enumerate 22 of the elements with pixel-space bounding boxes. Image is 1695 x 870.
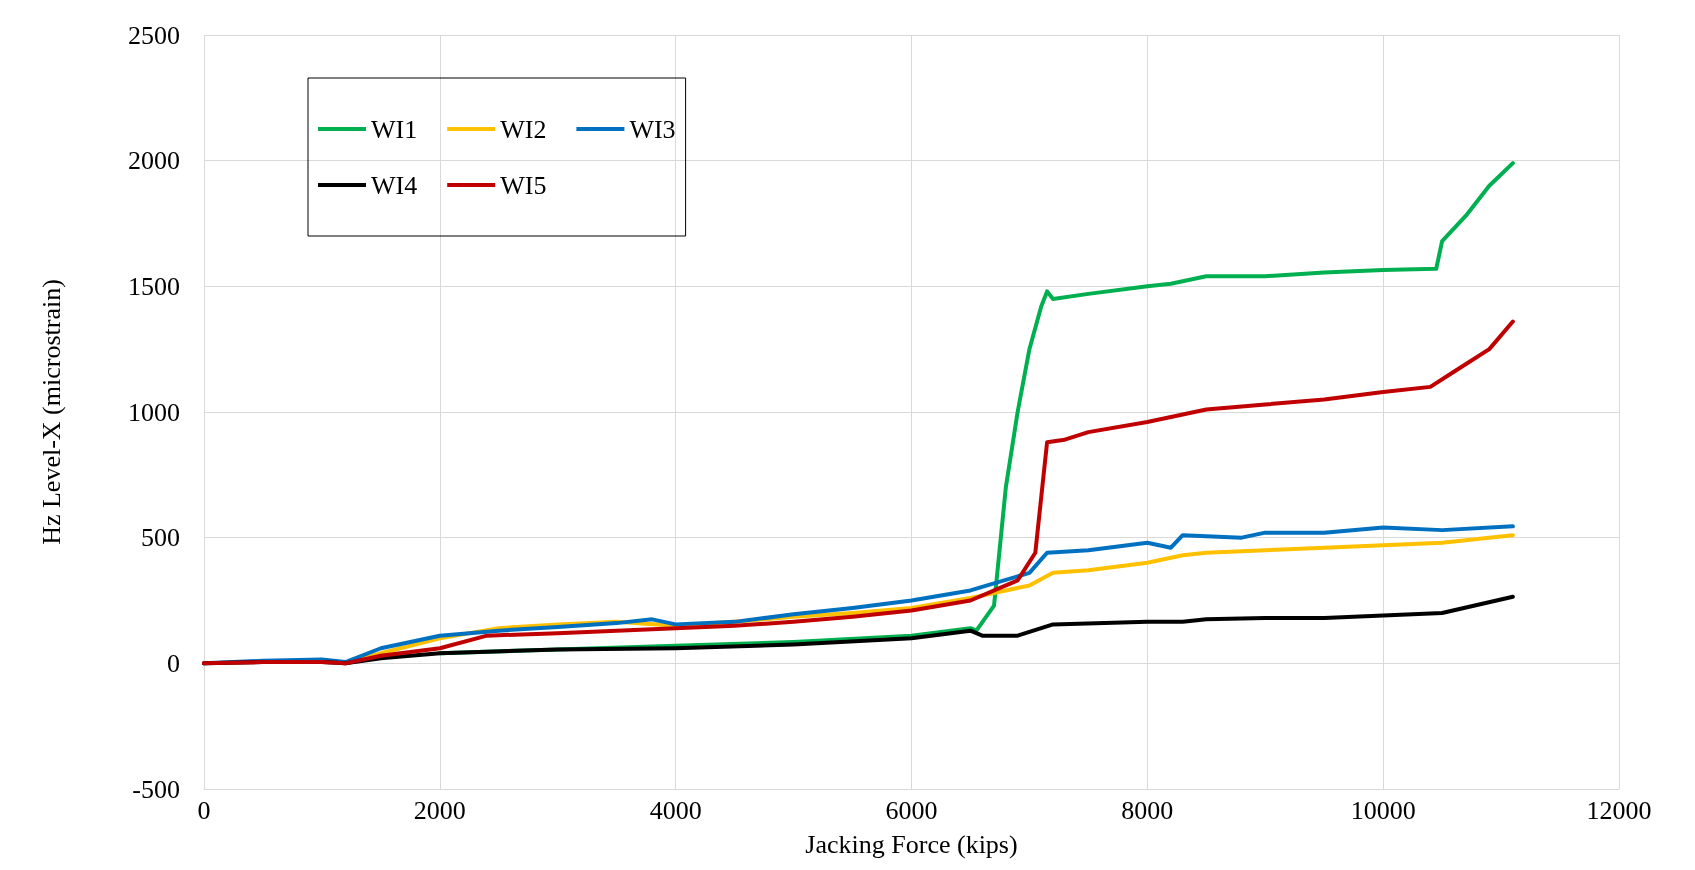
y-tick-label: 0 xyxy=(167,648,180,678)
y-tick-label: 1500 xyxy=(128,271,180,301)
legend-label: WI5 xyxy=(500,170,547,200)
y-tick-label: -500 xyxy=(132,774,180,804)
line-series xyxy=(202,319,1515,666)
x-tick-label: 2000 xyxy=(413,795,466,825)
x-tick-label: 8000 xyxy=(1121,795,1174,825)
x-tick-label: 10000 xyxy=(1350,795,1416,825)
y-axis-title: Hz Level-X (microstrain) xyxy=(36,279,66,545)
x-axis-title: Jacking Force (kips) xyxy=(805,829,1018,859)
y-tick-label: 2000 xyxy=(128,146,180,176)
y-tick-label: 1000 xyxy=(128,397,180,427)
legend-label: WI1 xyxy=(371,114,418,144)
x-tick-label: 0 xyxy=(197,795,211,825)
legend-label: WI2 xyxy=(500,114,547,144)
x-tick-label: 12000 xyxy=(1586,795,1652,825)
y-tick-label: 500 xyxy=(141,523,180,553)
legend-label: WI3 xyxy=(629,114,676,144)
legend-label: WI4 xyxy=(371,170,418,200)
y-tick-label: 2500 xyxy=(128,20,180,50)
x-tick-label: 6000 xyxy=(885,795,938,825)
x-tick-label: 4000 xyxy=(649,795,702,825)
